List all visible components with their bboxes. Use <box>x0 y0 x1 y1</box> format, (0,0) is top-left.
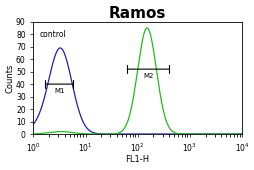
X-axis label: FL1-H: FL1-H <box>125 155 149 164</box>
Text: control: control <box>39 30 66 39</box>
Title: Ramos: Ramos <box>108 6 166 21</box>
Y-axis label: Counts: Counts <box>6 63 14 92</box>
Text: M2: M2 <box>142 73 153 79</box>
Text: M1: M1 <box>54 88 65 94</box>
